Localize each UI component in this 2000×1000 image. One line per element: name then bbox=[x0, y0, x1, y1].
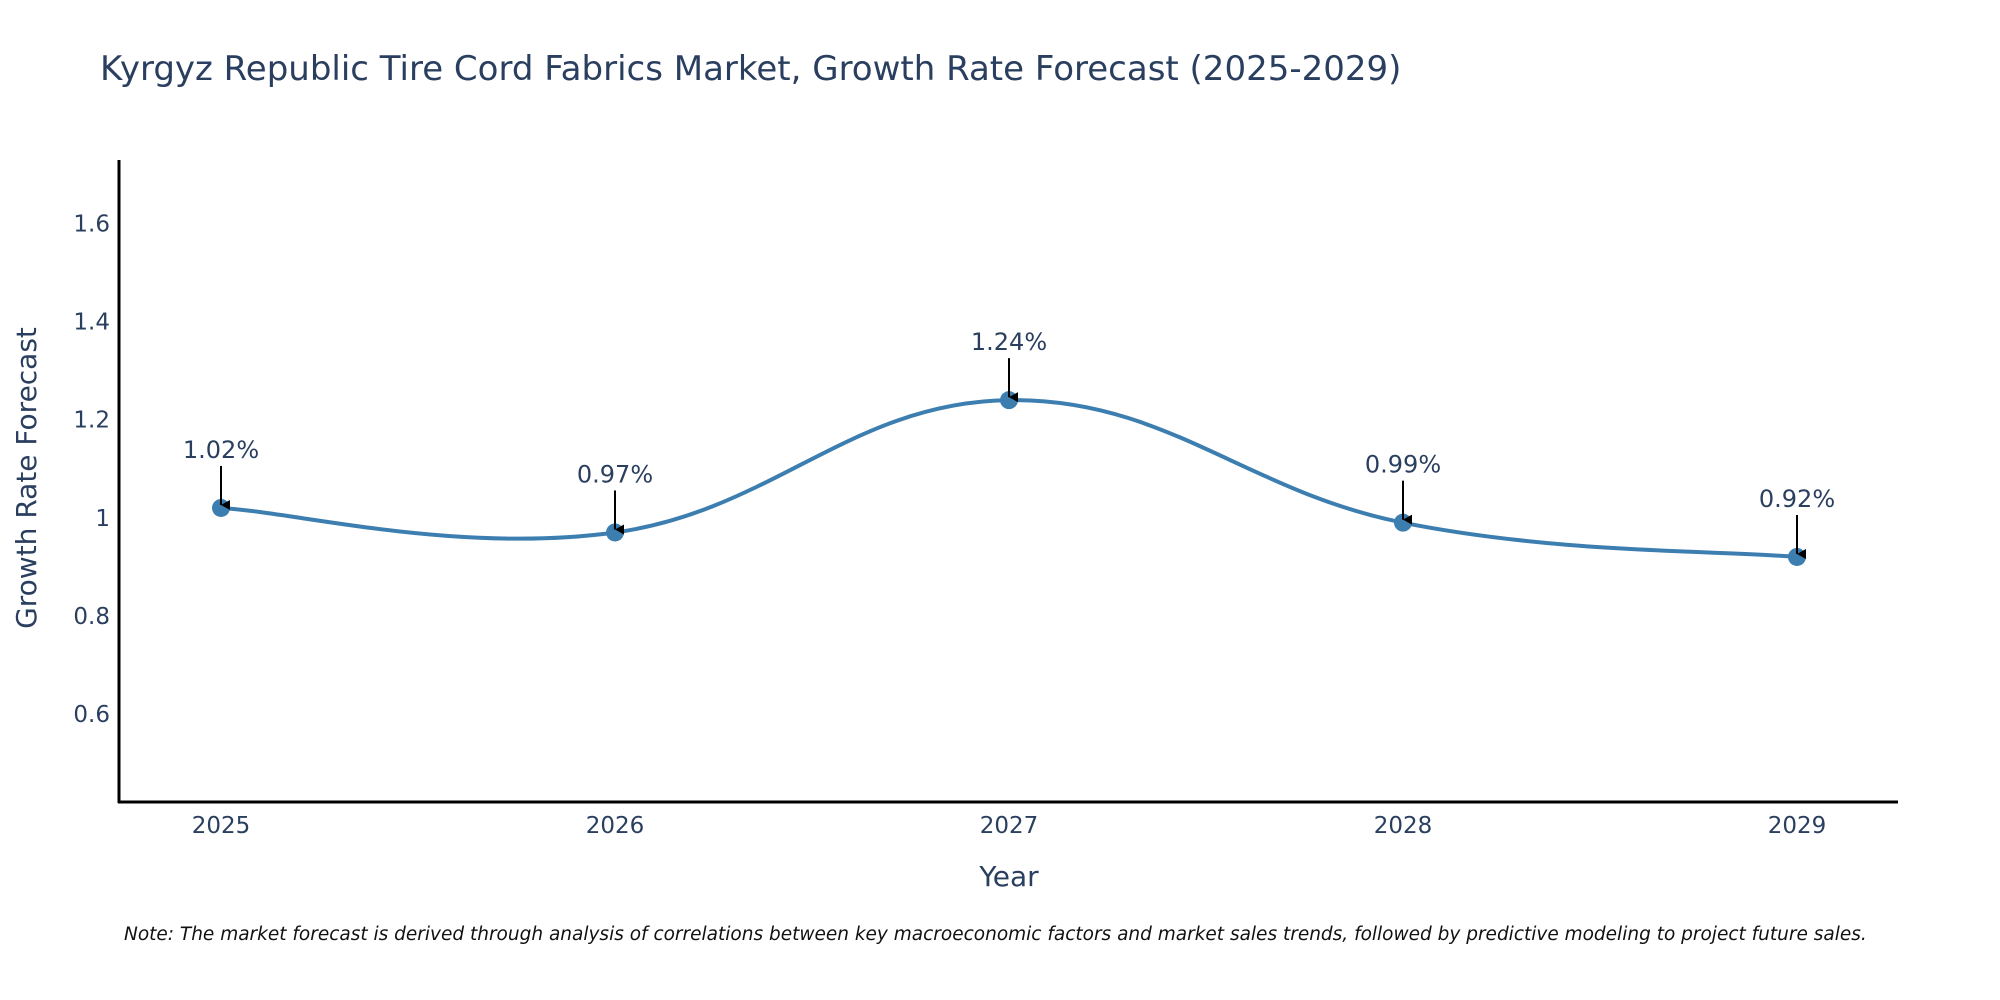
y-tick-label: 1.6 bbox=[73, 212, 110, 238]
x-axis-title: Year bbox=[978, 860, 1039, 893]
data-label: 0.92% bbox=[1759, 485, 1835, 513]
plot-area: 0.6 0.8 1 1.2 1.4 1.6 2025 2026 2027 2028 2029 1.… bbox=[73, 160, 1898, 839]
x-tick-label: 2029 bbox=[1768, 813, 1827, 839]
x-tick-label: 2026 bbox=[586, 813, 645, 839]
x-tick-label: 2027 bbox=[980, 813, 1039, 839]
series-line bbox=[220, 398, 1798, 559]
y-tick-label: 1 bbox=[95, 506, 110, 532]
y-tick-label: 1.2 bbox=[73, 408, 110, 434]
y-tick-label: 0.8 bbox=[73, 604, 110, 630]
footnote: Note: The market forecast is derived thr… bbox=[124, 924, 1867, 945]
x-tick-label: 2025 bbox=[192, 813, 251, 839]
y-tick-labels: 0.6 0.8 1 1.2 1.4 1.6 bbox=[73, 212, 110, 728]
y-tick-label: 0.6 bbox=[73, 702, 110, 728]
data-labels: 1.02% 0.97% 1.24% 0.99% 0.92% bbox=[183, 328, 1835, 559]
data-label: 0.99% bbox=[1365, 451, 1441, 479]
data-label: 0.97% bbox=[577, 460, 653, 488]
data-label: 1.24% bbox=[971, 328, 1047, 356]
data-label: 1.02% bbox=[183, 436, 259, 464]
y-axis-title: Growth Rate Forecast bbox=[10, 327, 43, 629]
y-tick-label: 1.4 bbox=[73, 310, 110, 336]
x-tick-label: 2028 bbox=[1374, 813, 1433, 839]
chart-title: Kyrgyz Republic Tire Cord Fabrics Market… bbox=[100, 49, 1401, 89]
data-points bbox=[212, 391, 1806, 566]
x-tick-labels: 2025 2026 2027 2028 2029 bbox=[192, 813, 1827, 839]
